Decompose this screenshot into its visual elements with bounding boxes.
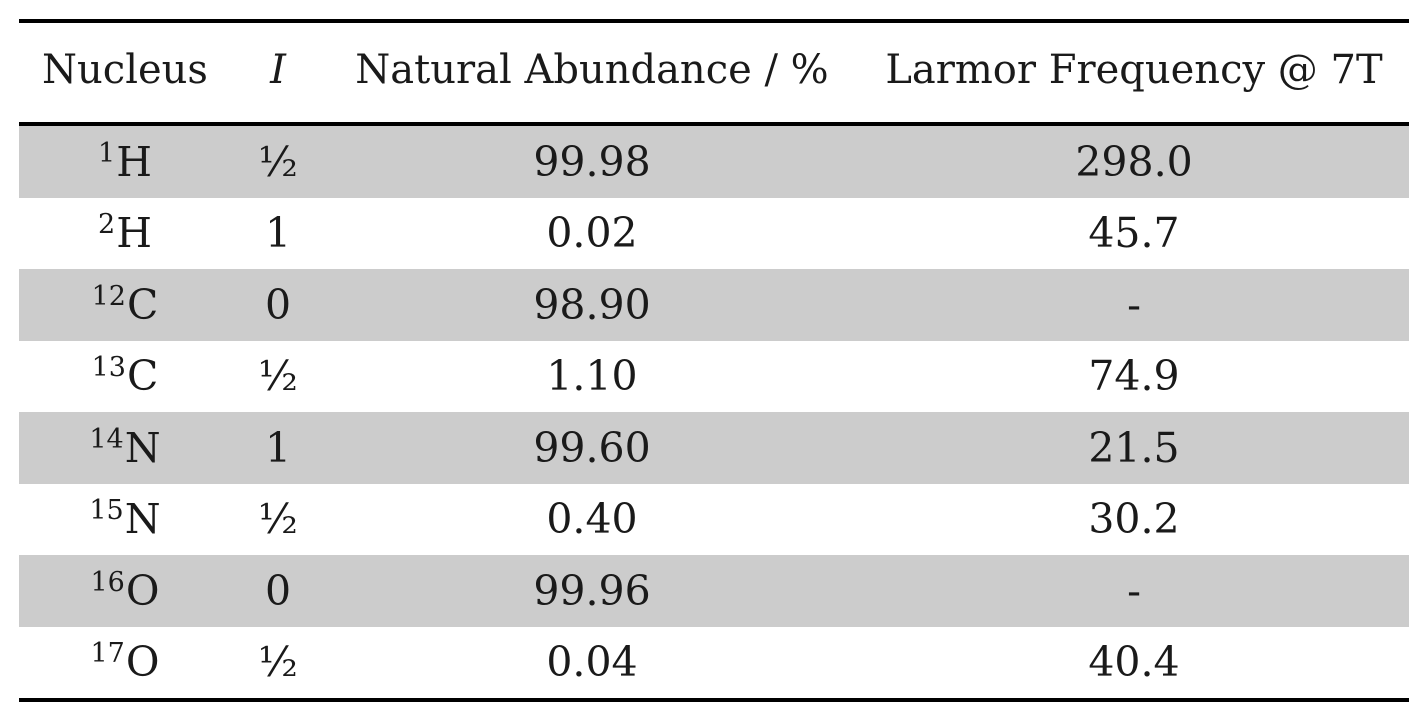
larmor-cell: 30.2 <box>1088 495 1180 544</box>
isotope-symbol: 1H <box>98 138 152 186</box>
nucleus-cell: 15N <box>19 495 231 543</box>
spin-cell: ½ <box>258 352 298 401</box>
table-bottom-rule <box>19 698 1409 702</box>
larmor-cell: 45.7 <box>1088 209 1180 258</box>
element-symbol: N <box>124 495 161 544</box>
nucleus-cell: 12C <box>19 281 231 329</box>
mass-number: 12 <box>91 280 126 312</box>
larmor-cell: - <box>1127 280 1141 329</box>
nucleus-cell: 1H <box>19 138 231 186</box>
nucleus-cell: 17O <box>19 638 231 686</box>
isotope-symbol: 2H <box>98 209 152 257</box>
header-larmor: Larmor Frequency @ 7T <box>885 47 1383 93</box>
table-row: 14N 1 99.60 21.5 <box>19 412 1409 484</box>
element-symbol: O <box>125 566 160 615</box>
header-nucleus: Nucleus <box>42 47 208 93</box>
larmor-cell: 21.5 <box>1088 423 1180 472</box>
abundance-cell: 0.40 <box>546 495 638 544</box>
table-row: 12C 0 98.90 - <box>19 269 1409 341</box>
element-symbol: N <box>124 423 161 472</box>
abundance-cell: 99.98 <box>533 137 651 186</box>
element-symbol: H <box>116 137 152 186</box>
element-symbol: O <box>125 638 160 687</box>
mass-number: 16 <box>90 566 125 598</box>
table-header-row: Nucleus I Natural Abundance / % Larmor F… <box>19 23 1409 115</box>
larmor-cell: - <box>1127 566 1141 615</box>
abundance-cell: 0.04 <box>546 638 638 687</box>
spin-cell: 0 <box>264 566 292 615</box>
larmor-cell: 40.4 <box>1088 638 1180 687</box>
table-body: 1H ½ 99.98 298.0 2H 1 0.02 45.7 12C 0 98.90-13C ½ 1.… <box>19 126 1409 698</box>
table-row: 16O 0 99.96 - <box>19 555 1409 627</box>
table-row: 15N ½ 0.40 30.2 <box>19 484 1409 556</box>
abundance-cell: 1.10 <box>546 352 638 401</box>
isotope-symbol: 13C <box>92 352 159 400</box>
table-row: 13C ½ 1.10 74.9 <box>19 341 1409 413</box>
isotope-symbol: 14N <box>89 424 160 472</box>
spin-cell: ½ <box>258 495 298 544</box>
mass-number: 14 <box>89 423 124 455</box>
mass-number: 13 <box>91 352 126 384</box>
element-symbol: H <box>116 209 152 258</box>
nucleus-cell: 2H <box>19 209 231 257</box>
header-abundance: Natural Abundance / % <box>355 47 829 93</box>
abundance-cell: 0.02 <box>546 209 638 258</box>
table-row: 17O ½ 0.04 40.4 <box>19 627 1409 699</box>
mass-number: 15 <box>89 495 124 527</box>
table-header-rule <box>19 122 1409 126</box>
mass-number: 1 <box>98 137 116 169</box>
spin-cell: ½ <box>258 137 298 186</box>
nucleus-cell: 13C <box>19 352 231 400</box>
larmor-cell: 74.9 <box>1088 352 1180 401</box>
spin-cell: ½ <box>258 638 298 687</box>
mass-number: 17 <box>90 638 125 670</box>
spin-cell: 0 <box>264 280 292 329</box>
table-row: 2H 1 0.02 45.7 <box>19 198 1409 270</box>
element-symbol: C <box>126 352 159 401</box>
nucleus-cell: 14N <box>19 424 231 472</box>
isotope-symbol: 16O <box>91 567 160 615</box>
element-symbol: C <box>126 280 159 329</box>
table-top-rule <box>19 19 1409 23</box>
isotope-symbol: 12C <box>92 281 159 329</box>
nuclear-properties-table: Nucleus I Natural Abundance / % Larmor F… <box>19 19 1409 702</box>
header-spin: I <box>270 47 286 93</box>
spin-cell: 1 <box>264 209 292 258</box>
table-row: 1H ½ 99.98 298.0 <box>19 126 1409 198</box>
abundance-cell: 99.60 <box>533 423 651 472</box>
abundance-cell: 99.96 <box>533 566 651 615</box>
spin-cell: 1 <box>264 423 292 472</box>
isotope-symbol: 15N <box>89 495 160 543</box>
isotope-symbol: 17O <box>91 638 160 686</box>
mass-number: 2 <box>98 209 116 241</box>
larmor-cell: 298.0 <box>1075 137 1193 186</box>
abundance-cell: 98.90 <box>533 280 651 329</box>
nucleus-cell: 16O <box>19 567 231 615</box>
